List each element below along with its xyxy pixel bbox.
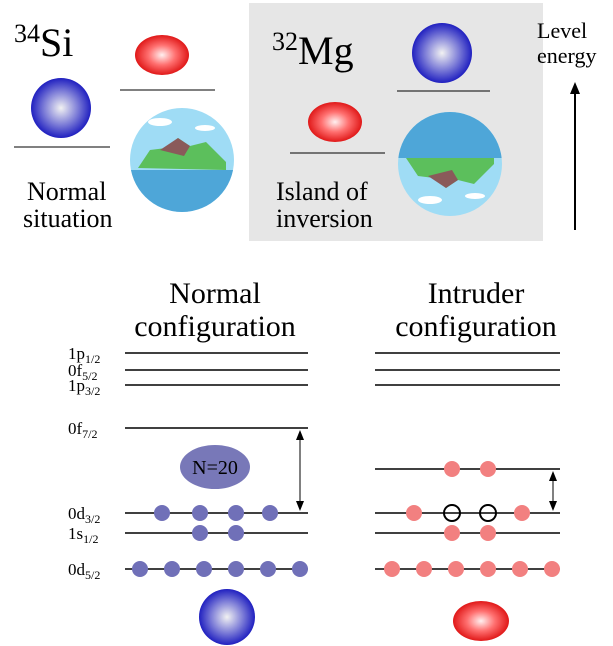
element: Mg: [298, 28, 354, 73]
nucleon: [164, 561, 180, 577]
nucleon: [448, 561, 464, 577]
nucleon: [514, 505, 530, 521]
globe: [130, 108, 234, 220]
ball: [31, 78, 91, 138]
nucleon: [228, 525, 244, 541]
nucleus: 34Si: [14, 19, 73, 65]
nucleon: [480, 525, 496, 541]
level-name: 0d: [68, 504, 86, 523]
ball: [412, 23, 472, 83]
nucleon: [154, 505, 170, 521]
nucleon: [544, 561, 560, 577]
level-name: 1p: [68, 376, 85, 395]
nucleon: [480, 561, 496, 577]
nucleon: [228, 505, 244, 521]
nucleon: [406, 505, 422, 521]
globe: [398, 112, 502, 216]
caption: Normal: [27, 177, 106, 206]
level-sub: 5/2: [85, 568, 100, 582]
element: Si: [40, 20, 73, 65]
mass: 32: [272, 27, 298, 56]
heading: configuration: [395, 310, 557, 343]
nucleon: [512, 561, 528, 577]
heading: Intruder: [428, 277, 525, 310]
level-sub: 1/2: [85, 352, 100, 366]
nucleon: [192, 505, 208, 521]
caption: Island of: [276, 177, 368, 206]
nucleon: [262, 505, 278, 521]
axis-label: Level: [537, 18, 587, 43]
gap-label: N=20: [192, 457, 238, 479]
nucleon: [260, 561, 276, 577]
nucleon: [384, 561, 400, 577]
level-sub: 1/2: [83, 532, 98, 546]
arrow-heads: [296, 430, 557, 511]
level-name: 0d: [68, 560, 86, 579]
level-sub: 3/2: [85, 512, 100, 526]
diagram: 34Si Normal situation 32Mg Island of inv…: [0, 0, 613, 646]
nucleon: [444, 461, 460, 477]
arrow-head: [570, 82, 580, 94]
nucleon: [292, 561, 308, 577]
nucleon: [192, 525, 208, 541]
nucleon: [416, 561, 432, 577]
level-sub: 7/2: [82, 427, 97, 441]
mass: 34: [14, 19, 40, 48]
ball: [453, 601, 509, 641]
caption: inversion: [276, 204, 373, 233]
level-label: 0d5/2: [68, 560, 100, 582]
ball: [199, 589, 255, 645]
caption: situation: [23, 204, 113, 233]
nucleon: [132, 561, 148, 577]
nucleon: [196, 561, 212, 577]
axis-label: energy: [537, 43, 596, 68]
ball: [135, 35, 189, 75]
nucleon: [228, 561, 244, 577]
nucleon: [444, 525, 460, 541]
level-label: 1s1/2: [68, 524, 98, 546]
nucleon: [480, 461, 496, 477]
level-label: 0d3/2: [68, 504, 100, 526]
level-sub: 3/2: [85, 384, 100, 398]
gap-arrow: [300, 438, 553, 503]
heading: Normal: [169, 277, 261, 310]
level-name: 1s: [68, 524, 83, 543]
heading: configuration: [134, 310, 296, 343]
level-name: 0f: [68, 419, 83, 438]
level-label: 0f7/2: [68, 419, 98, 441]
ball: [308, 102, 362, 142]
